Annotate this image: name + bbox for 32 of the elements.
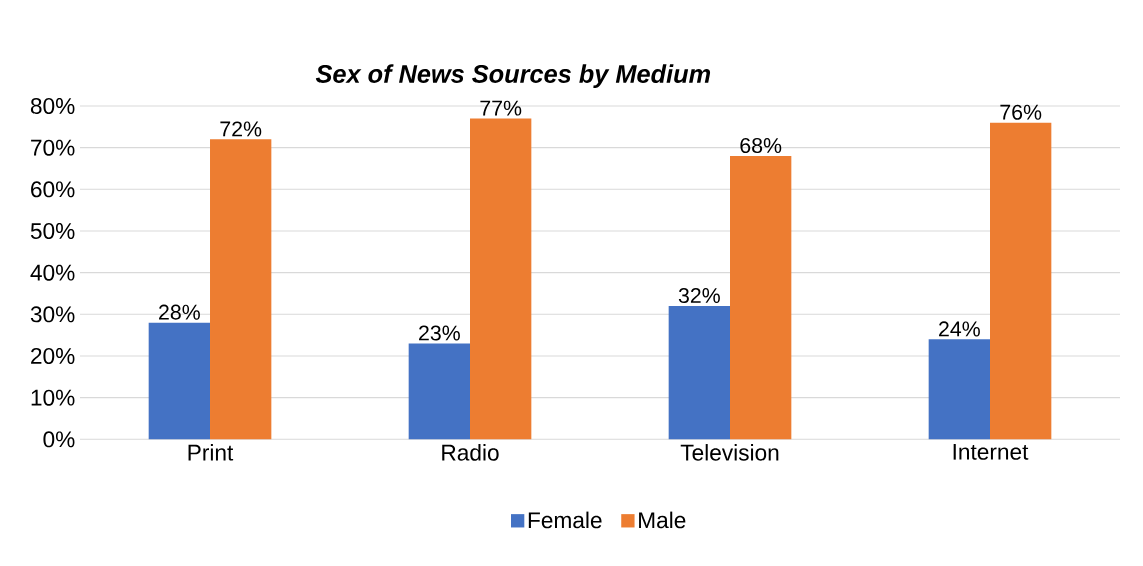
data-label: 23% [419, 325, 460, 341]
bar [210, 139, 272, 440]
bar [730, 155, 792, 440]
y-tick-label: 10% [31, 389, 75, 406]
chart-title: Sex of News Sources by Medium [315, 64, 711, 88]
x-tick-label: Television [680, 444, 779, 461]
bar [470, 118, 532, 440]
data-label: 32% [678, 287, 720, 304]
y-tick-label: 70% [31, 139, 75, 156]
x-tick-label: Internet [953, 444, 1029, 460]
legend-label: Female [528, 511, 602, 529]
bar [668, 305, 730, 440]
bar [928, 339, 990, 440]
y-tick-label: 40% [30, 264, 75, 281]
legend-label: Male [639, 511, 686, 529]
y-tick-label: 60% [31, 181, 75, 198]
data-label: 24% [939, 321, 980, 337]
data-label: 76% [1000, 104, 1042, 120]
y-tick-label: 20% [31, 347, 75, 365]
y-tick-label: 30% [30, 306, 75, 323]
y-tick-label: 0% [43, 431, 75, 448]
x-tick-label: Radio [442, 444, 499, 461]
data-label: 77% [480, 100, 522, 116]
y-tick-label: 50% [30, 222, 75, 240]
bar [408, 343, 471, 440]
y-tick-label: 80% [30, 97, 75, 115]
bar [990, 122, 1052, 440]
data-label: 72% [220, 121, 262, 137]
bar [148, 322, 211, 440]
x-tick-label: Print [188, 444, 234, 461]
data-label: 28% [159, 304, 200, 320]
data-label: 68% [740, 137, 782, 154]
